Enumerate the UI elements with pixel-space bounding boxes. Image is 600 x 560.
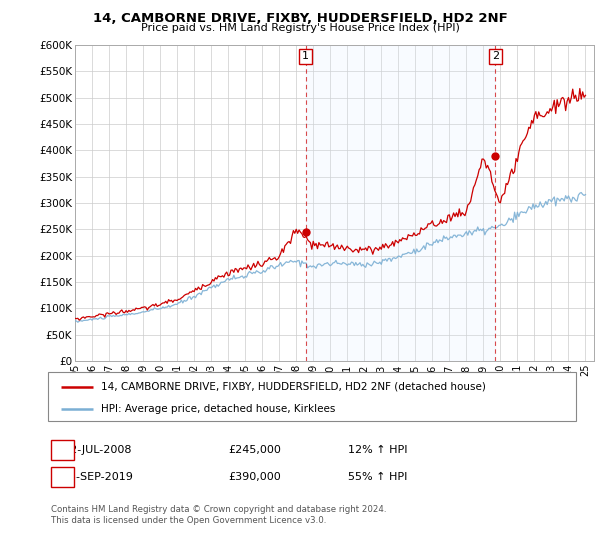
Text: Contains HM Land Registry data © Crown copyright and database right 2024.
This d: Contains HM Land Registry data © Crown c… bbox=[51, 505, 386, 525]
Text: HPI: Average price, detached house, Kirklees: HPI: Average price, detached house, Kirk… bbox=[101, 404, 335, 414]
Text: 1: 1 bbox=[302, 52, 309, 62]
Text: 2: 2 bbox=[492, 52, 499, 62]
Text: 14, CAMBORNE DRIVE, FIXBY, HUDDERSFIELD, HD2 2NF (detached house): 14, CAMBORNE DRIVE, FIXBY, HUDDERSFIELD,… bbox=[101, 381, 485, 391]
Text: 13-SEP-2019: 13-SEP-2019 bbox=[63, 472, 134, 482]
Text: Price paid vs. HM Land Registry's House Price Index (HPI): Price paid vs. HM Land Registry's House … bbox=[140, 23, 460, 33]
Text: £390,000: £390,000 bbox=[228, 472, 281, 482]
Text: £245,000: £245,000 bbox=[228, 445, 281, 455]
Text: 12% ↑ HPI: 12% ↑ HPI bbox=[348, 445, 407, 455]
FancyBboxPatch shape bbox=[48, 372, 576, 421]
Text: 1: 1 bbox=[59, 445, 66, 455]
Text: 14, CAMBORNE DRIVE, FIXBY, HUDDERSFIELD, HD2 2NF: 14, CAMBORNE DRIVE, FIXBY, HUDDERSFIELD,… bbox=[92, 12, 508, 25]
Text: 55% ↑ HPI: 55% ↑ HPI bbox=[348, 472, 407, 482]
Bar bbox=[305, 45, 496, 361]
Text: 22-JUL-2008: 22-JUL-2008 bbox=[63, 445, 131, 455]
Text: 2: 2 bbox=[59, 472, 66, 482]
